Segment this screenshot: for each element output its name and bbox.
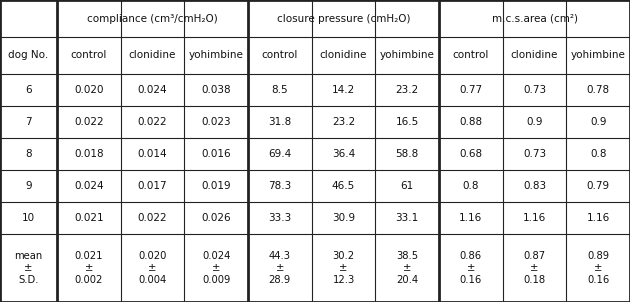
Text: 0.88: 0.88	[459, 117, 483, 127]
Text: 61: 61	[401, 181, 414, 191]
Text: dog No.: dog No.	[8, 50, 49, 60]
Text: 1.16: 1.16	[459, 213, 483, 223]
Text: clonidine: clonidine	[320, 50, 367, 60]
Text: 8.5: 8.5	[272, 85, 288, 95]
Text: 16.5: 16.5	[396, 117, 419, 127]
Text: 33.3: 33.3	[268, 213, 292, 223]
Text: 9: 9	[25, 181, 32, 191]
Text: 44.3
±
28.9: 44.3 ± 28.9	[269, 251, 291, 284]
Text: 0.8: 0.8	[590, 149, 607, 159]
Text: 1.16: 1.16	[523, 213, 546, 223]
Text: 0.68: 0.68	[459, 149, 483, 159]
Text: 0.89
±
0.16: 0.89 ± 0.16	[587, 251, 609, 284]
Text: clonidine: clonidine	[129, 50, 176, 60]
Text: 0.024
±
0.009: 0.024 ± 0.009	[202, 251, 231, 284]
Text: 0.78: 0.78	[587, 85, 610, 95]
Text: 23.2: 23.2	[332, 117, 355, 127]
Text: control: control	[261, 50, 298, 60]
Text: control: control	[71, 50, 107, 60]
Text: 38.5
±
20.4: 38.5 ± 20.4	[396, 251, 418, 284]
Text: 0.022: 0.022	[74, 117, 104, 127]
Text: 69.4: 69.4	[268, 149, 292, 159]
Text: 8: 8	[25, 149, 32, 159]
Text: 36.4: 36.4	[332, 149, 355, 159]
Text: compliance (cm³/cmH₂O): compliance (cm³/cmH₂O)	[87, 14, 218, 24]
Text: 58.8: 58.8	[396, 149, 419, 159]
Text: 0.9: 0.9	[526, 117, 543, 127]
Text: 0.87
±
0.18: 0.87 ± 0.18	[524, 251, 546, 284]
Text: mean
±
S.D.: mean ± S.D.	[14, 251, 43, 284]
Text: 46.5: 46.5	[332, 181, 355, 191]
Text: clonidine: clonidine	[511, 50, 558, 60]
Text: 6: 6	[25, 85, 32, 95]
Text: 0.016: 0.016	[202, 149, 231, 159]
Text: control: control	[452, 50, 489, 60]
Text: closure pressure (cmH₂O): closure pressure (cmH₂O)	[277, 14, 410, 24]
Text: 0.018: 0.018	[74, 149, 104, 159]
Text: yohimbine: yohimbine	[189, 50, 244, 60]
Text: 0.022: 0.022	[138, 213, 168, 223]
Text: 0.73: 0.73	[523, 85, 546, 95]
Text: 1.16: 1.16	[587, 213, 610, 223]
Text: 10: 10	[22, 213, 35, 223]
Text: 0.021
±
0.002: 0.021 ± 0.002	[74, 251, 103, 284]
Text: 0.020
±
0.004: 0.020 ± 0.004	[139, 251, 167, 284]
Text: 0.77: 0.77	[459, 85, 483, 95]
Text: 0.017: 0.017	[138, 181, 168, 191]
Text: 0.021: 0.021	[74, 213, 104, 223]
Text: 0.014: 0.014	[138, 149, 168, 159]
Text: 30.2
±
12.3: 30.2 ± 12.3	[333, 251, 355, 284]
Text: 0.86
±
0.16: 0.86 ± 0.16	[460, 251, 482, 284]
Text: 0.9: 0.9	[590, 117, 607, 127]
Text: 78.3: 78.3	[268, 181, 292, 191]
Text: 30.9: 30.9	[332, 213, 355, 223]
Text: 0.79: 0.79	[587, 181, 610, 191]
Text: 0.020: 0.020	[74, 85, 103, 95]
Text: 0.038: 0.038	[202, 85, 231, 95]
Text: 23.2: 23.2	[396, 85, 419, 95]
Text: 0.022: 0.022	[138, 117, 168, 127]
Text: m.c.s.area (cm²): m.c.s.area (cm²)	[491, 14, 578, 24]
Text: 7: 7	[25, 117, 32, 127]
Text: 0.73: 0.73	[523, 149, 546, 159]
Text: yohimbine: yohimbine	[380, 50, 435, 60]
Text: 0.019: 0.019	[202, 181, 231, 191]
Text: 0.024: 0.024	[74, 181, 104, 191]
Text: 0.83: 0.83	[523, 181, 546, 191]
Text: 14.2: 14.2	[332, 85, 355, 95]
Text: 0.024: 0.024	[138, 85, 168, 95]
Text: 0.026: 0.026	[202, 213, 231, 223]
Text: 31.8: 31.8	[268, 117, 292, 127]
Text: 0.023: 0.023	[202, 117, 231, 127]
Text: yohimbine: yohimbine	[571, 50, 626, 60]
Text: 33.1: 33.1	[396, 213, 419, 223]
Text: 0.8: 0.8	[462, 181, 479, 191]
